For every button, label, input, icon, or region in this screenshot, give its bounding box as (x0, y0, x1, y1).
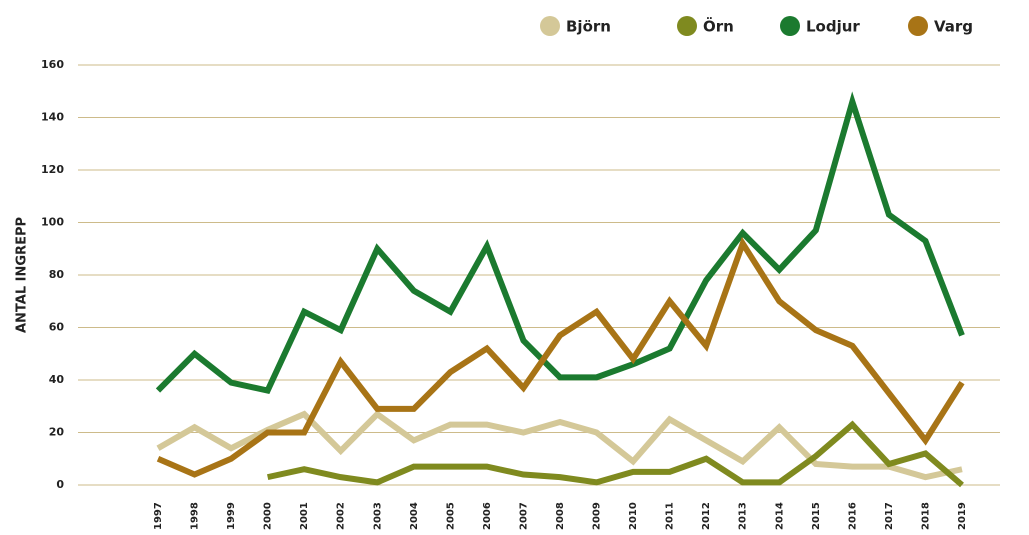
legend-label: Lodjur (806, 18, 860, 36)
x-tick-label: 2005 (445, 502, 456, 530)
x-tick-label: 1997 (153, 502, 164, 530)
y-tick-label: 40 (49, 373, 65, 386)
x-tick-label: 2017 (884, 502, 895, 530)
x-tick-label: 2004 (409, 502, 420, 530)
y-tick-label: 60 (49, 321, 65, 334)
x-tick-label: 2006 (482, 502, 493, 530)
x-tick-label: 2014 (774, 502, 785, 530)
legend-swatch (677, 16, 697, 36)
x-tick-label: 2010 (628, 502, 639, 530)
series-line (156, 410, 963, 481)
legend-swatch (908, 16, 928, 36)
x-tick-label: 2012 (701, 502, 712, 530)
y-tick-label: 160 (41, 58, 64, 71)
y-axis-label: ANTAL INGREPP (15, 217, 30, 333)
x-tick-label: 2016 (847, 502, 858, 530)
x-tick-label: 2009 (592, 502, 603, 530)
y-tick-label: 20 (49, 426, 65, 439)
legend-swatch (780, 16, 800, 36)
x-tick-label: 2015 (811, 502, 822, 530)
x-tick-label: 2002 (336, 502, 347, 530)
x-tick-label: 1999 (226, 502, 237, 530)
legend-swatch (540, 16, 560, 36)
y-tick-label: 0 (56, 478, 64, 491)
x-tick-label: 2011 (665, 502, 676, 530)
x-tick-label: 2001 (299, 502, 310, 530)
legend-label: Örn (703, 17, 734, 36)
x-tick-label: 2019 (957, 502, 968, 530)
y-tick-label: 100 (41, 216, 64, 229)
x-tick-label: 1998 (190, 502, 201, 530)
y-tick-label: 140 (41, 111, 64, 124)
series-line (155, 91, 965, 394)
x-tick-label: 2003 (372, 502, 383, 530)
series-line (156, 236, 965, 478)
x-tick-label: 2008 (555, 502, 566, 530)
legend-label: Björn (566, 18, 611, 36)
x-tick-label: 2007 (518, 502, 529, 530)
y-tick-label: 80 (49, 268, 65, 281)
legend-label: Varg (934, 18, 973, 36)
x-tick-label: 2000 (263, 502, 274, 530)
x-tick-label: 2018 (920, 502, 931, 530)
y-tick-label: 120 (41, 163, 64, 176)
series-line (267, 420, 964, 488)
x-tick-label: 2013 (738, 502, 749, 530)
